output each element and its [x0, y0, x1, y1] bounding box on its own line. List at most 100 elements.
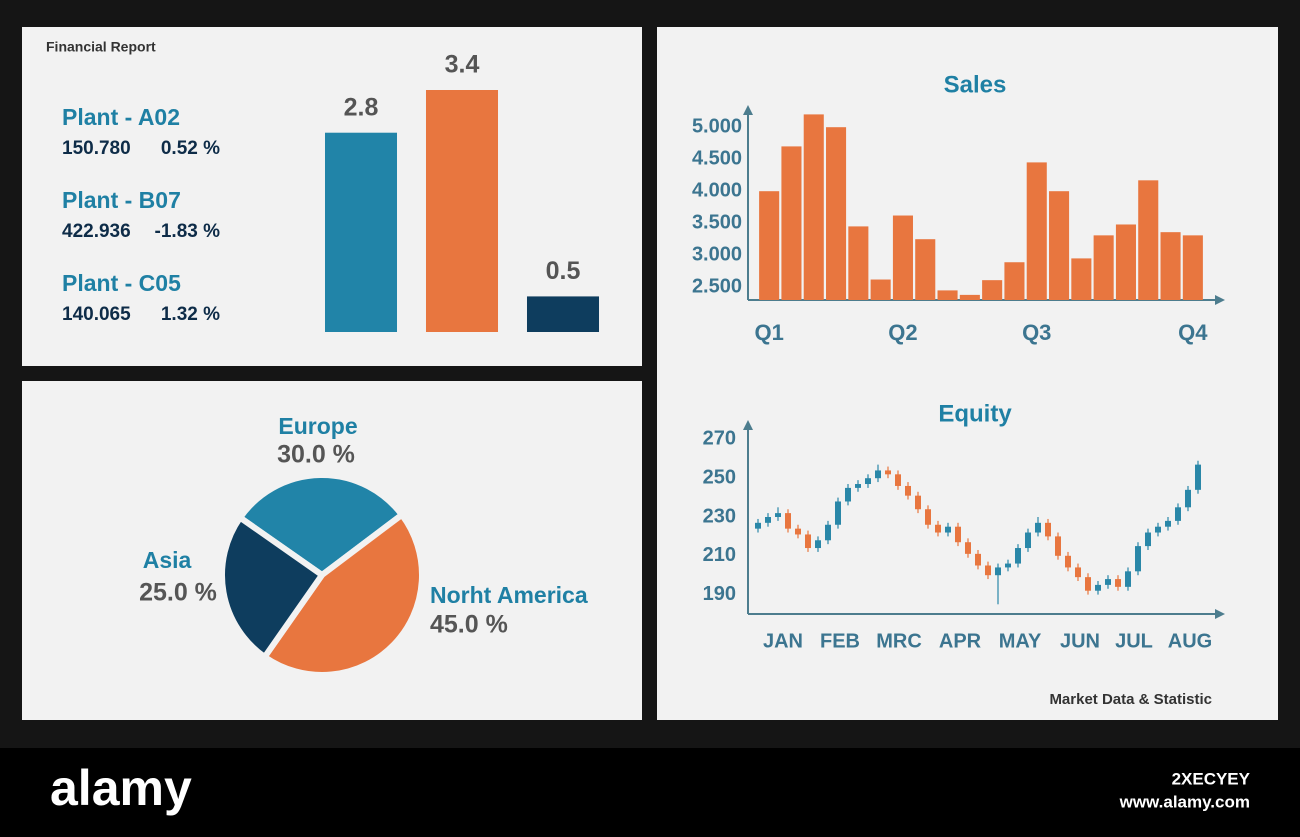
bar: [826, 127, 847, 300]
candle-body: [1055, 536, 1061, 556]
candle-body: [1155, 526, 1161, 533]
x-tick-label: JAN: [763, 630, 803, 652]
bar: [870, 279, 891, 300]
slice-label: Europe: [278, 413, 357, 439]
report-title: Financial Report: [46, 39, 156, 55]
bar: [1026, 162, 1047, 300]
slice-label: Norht America: [430, 582, 588, 608]
candle-body: [825, 524, 831, 541]
pie-slice: [219, 513, 327, 662]
x-tick-label: JUL: [1115, 630, 1153, 652]
arrow: [743, 420, 753, 430]
candle-body: [1065, 555, 1071, 568]
x-tick-label: MRC: [876, 630, 922, 652]
bar: [1115, 224, 1136, 300]
candle-body: [845, 487, 851, 502]
candle-body: [1035, 522, 1041, 533]
slice-label: Asia: [143, 547, 192, 573]
candle-body: [805, 534, 811, 549]
candle-body: [1145, 532, 1151, 547]
candle-body: [915, 495, 921, 510]
candle-body: [1105, 579, 1111, 585]
x-tick-label: AUG: [1168, 630, 1212, 652]
candle-body: [975, 553, 981, 566]
chart-title: Equity: [938, 400, 1012, 427]
candle-body: [755, 522, 761, 529]
plant-value: 140.065: [62, 304, 131, 325]
bar: [915, 239, 936, 300]
bar: [1182, 235, 1203, 300]
x-tick-label: Q1: [754, 320, 783, 345]
candle-body: [775, 513, 781, 517]
pie-slice: [260, 510, 425, 678]
candle-body: [785, 513, 791, 529]
pie-slice: [235, 472, 407, 579]
candle-body: [965, 542, 971, 554]
bar: [959, 294, 980, 300]
candle-body: [1115, 579, 1121, 587]
bar: [848, 226, 869, 300]
plant-name: Plant - A02: [62, 104, 180, 130]
x-tick-label: JUN: [1060, 630, 1100, 652]
plant-change: 1.32 %: [161, 304, 220, 325]
y-tick-label: 190: [703, 583, 736, 605]
bar: [803, 114, 824, 301]
arrow: [1215, 609, 1225, 619]
slice-value: 45.0 %: [430, 611, 508, 639]
y-tick-label: 4.500: [692, 147, 742, 169]
bar: [781, 146, 802, 300]
brand: alamy: [50, 760, 192, 816]
candle-body: [995, 567, 1001, 576]
candle-body: [1075, 567, 1081, 578]
x-tick-label: Q4: [1178, 320, 1208, 345]
candle-body: [795, 528, 801, 535]
candle-body: [1025, 532, 1031, 549]
candle-body: [1195, 464, 1201, 490]
candle-body: [945, 526, 951, 533]
value-label: 2.8: [344, 93, 379, 121]
candle-body: [925, 509, 931, 525]
candle-body: [885, 470, 891, 475]
x-tick-label: APR: [939, 630, 982, 652]
chart-title: Sales: [944, 71, 1007, 98]
plant-value: 150.780: [62, 138, 131, 159]
bar: [1004, 262, 1025, 300]
candle-body: [1045, 522, 1051, 537]
x-tick-label: FEB: [820, 630, 860, 652]
y-tick-label: 5.000: [692, 115, 742, 137]
candle-body: [905, 485, 911, 496]
y-tick-label: 210: [703, 544, 736, 566]
candle-body: [955, 526, 961, 543]
candle-body: [765, 517, 771, 523]
bar: [1160, 232, 1181, 300]
candle-body: [1135, 546, 1141, 572]
plant-name: Plant - C05: [62, 270, 181, 296]
candle-body: [1175, 507, 1181, 521]
bar: [892, 215, 913, 300]
candle-body: [855, 484, 861, 488]
candle-body: [1095, 584, 1101, 591]
footer-note: Market Data & Statistic: [1049, 691, 1212, 708]
y-tick-label: 4.000: [692, 179, 742, 201]
y-tick-label: 3.000: [692, 243, 742, 265]
candle-body: [895, 474, 901, 486]
bar: [1071, 258, 1092, 300]
plant-change: -1.83 %: [155, 221, 221, 242]
candle-body: [985, 565, 991, 576]
y-tick-label: 2.500: [692, 275, 742, 297]
slice-value: 25.0 %: [139, 579, 217, 607]
candle-body: [1085, 577, 1091, 591]
bar: [759, 191, 780, 300]
x-tick-label: Q2: [888, 320, 917, 345]
candle-body: [815, 540, 821, 549]
y-tick-label: 230: [703, 505, 736, 527]
bar: [1093, 235, 1114, 300]
value-label: 3.4: [445, 51, 480, 79]
candle-body: [835, 501, 841, 525]
bar: [982, 280, 1003, 300]
candle-body: [1125, 571, 1131, 587]
plant-change: 0.52 %: [161, 138, 220, 159]
candle-body: [935, 524, 941, 533]
y-tick-label: 3.500: [692, 211, 742, 233]
